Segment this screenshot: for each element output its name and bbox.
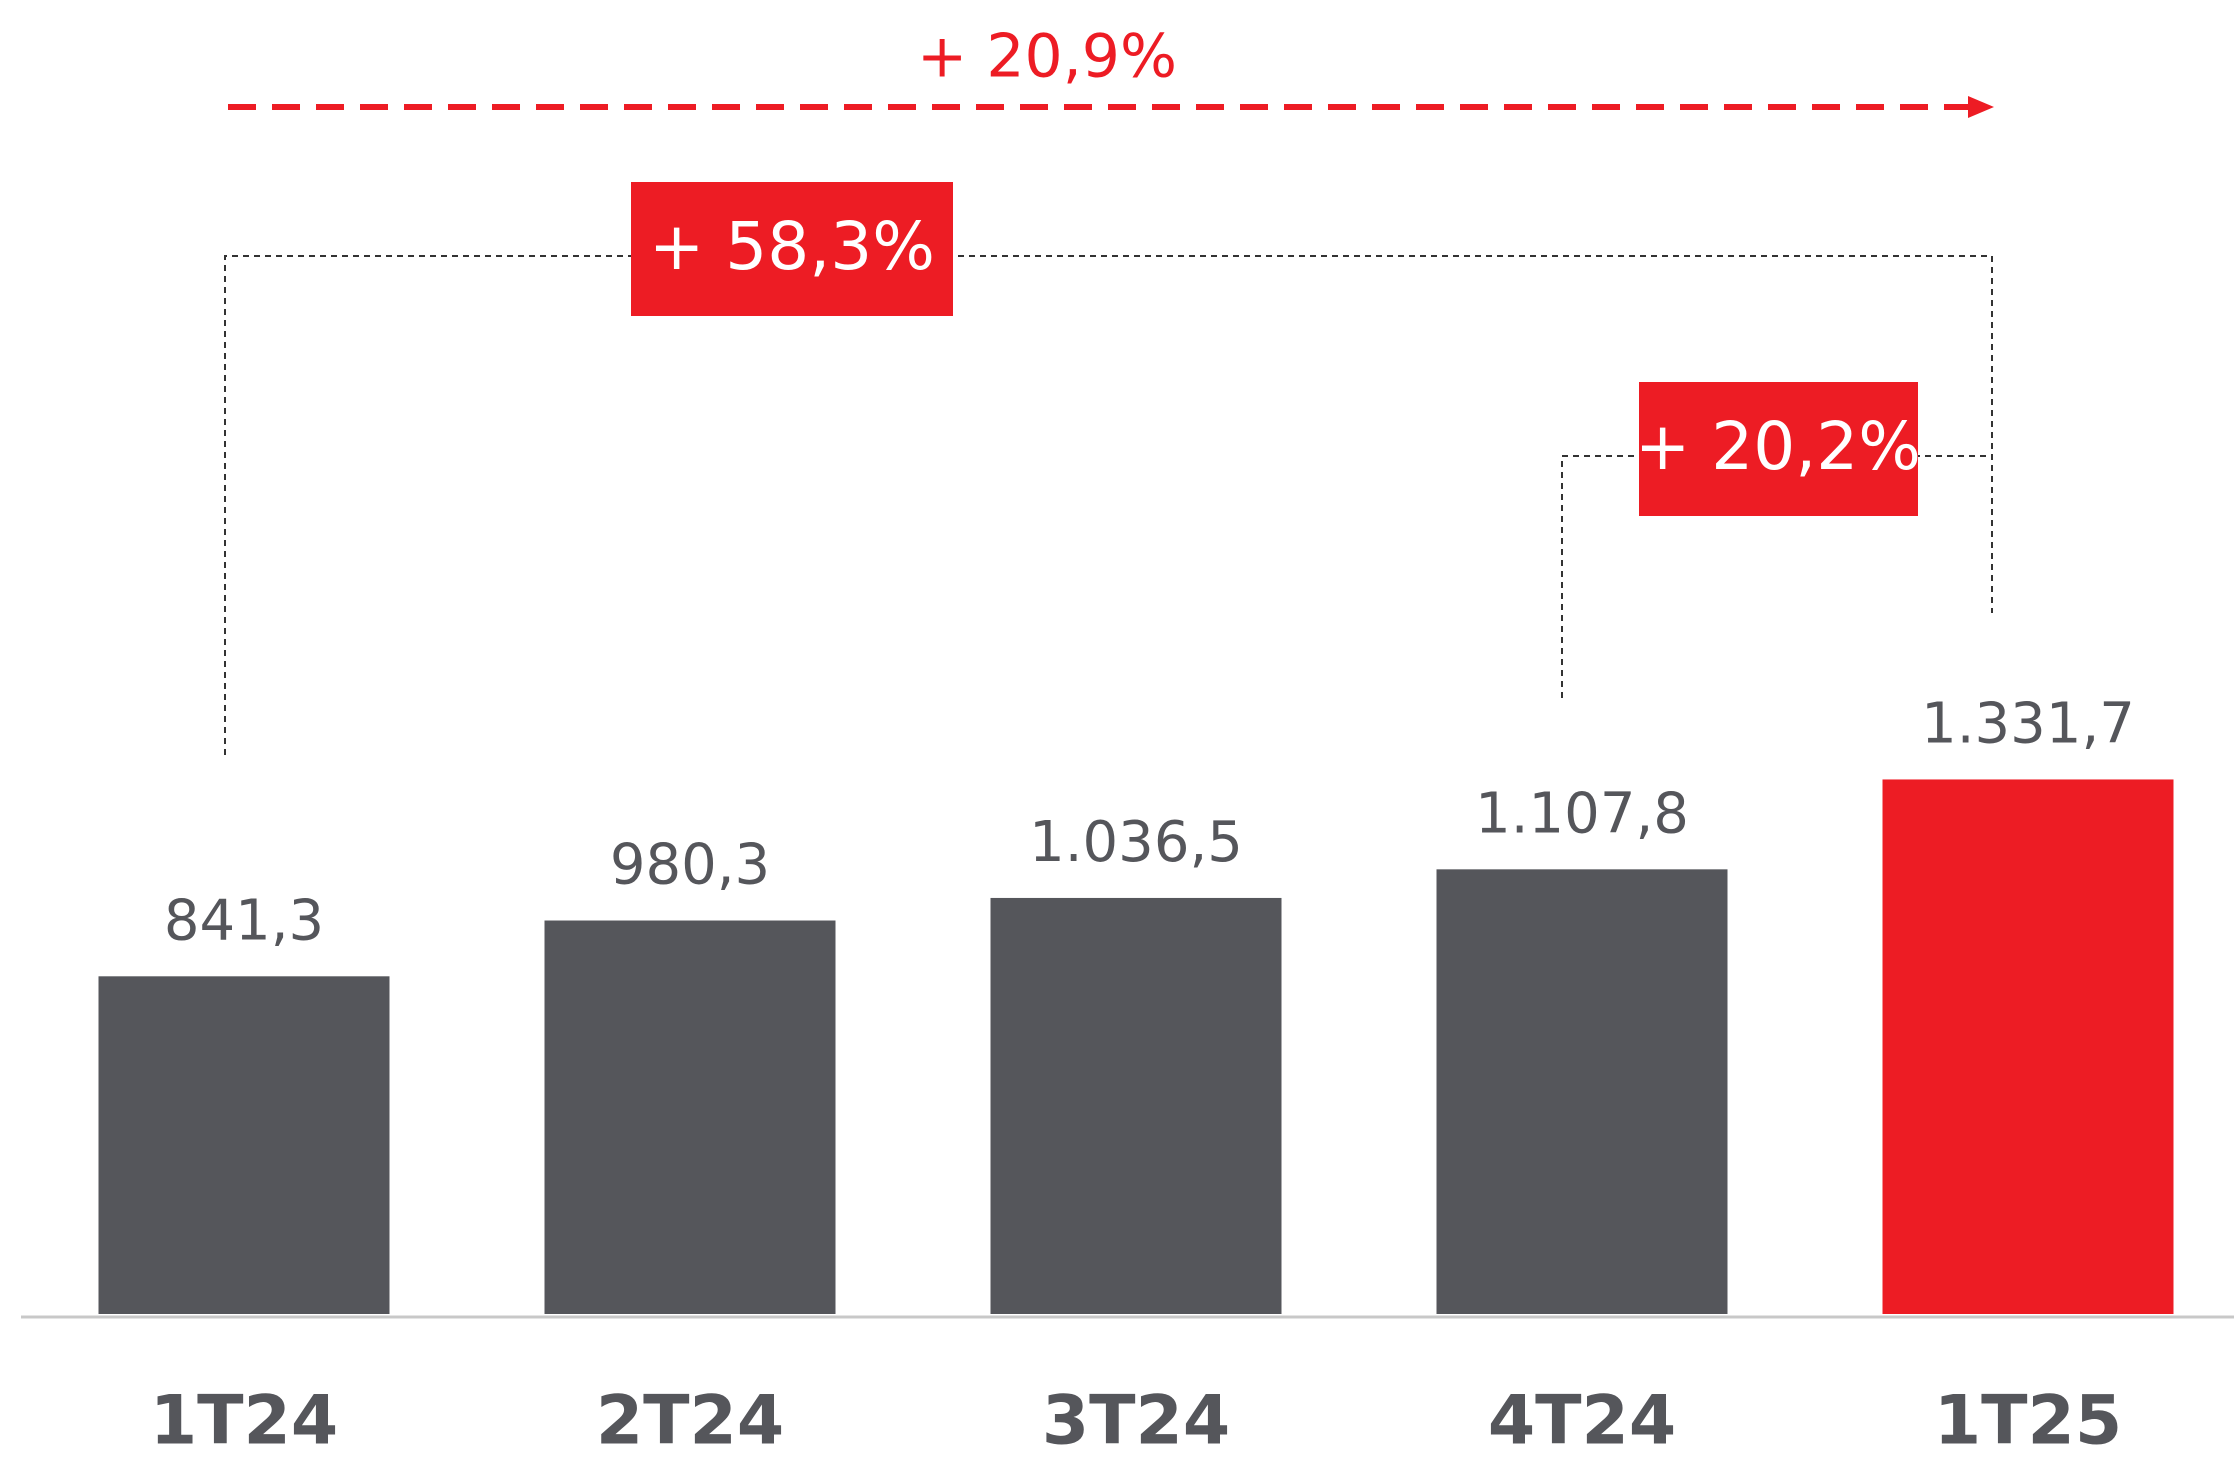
value-label: 1.107,8 — [1475, 781, 1689, 846]
x-tick-label: 1T25 — [1934, 1382, 2122, 1460]
bracket — [224, 255, 1993, 755]
annotation: + 58,3% — [649, 208, 935, 285]
value-label: 841,3 — [164, 888, 324, 953]
x-tick-label: 4T24 — [1488, 1382, 1676, 1460]
x-tick-label: 3T24 — [1042, 1382, 1230, 1460]
annotation-box — [1639, 382, 1918, 516]
bar — [1882, 779, 2174, 1314]
bar — [544, 920, 836, 1314]
value-label: 1.331,7 — [1921, 692, 2135, 757]
value-label: 980,3 — [610, 833, 770, 898]
x-tick-label: 2T24 — [596, 1382, 784, 1460]
annotation: + 20,9% — [917, 22, 1177, 92]
annotation: + 20,2% — [1635, 408, 1921, 485]
bar — [98, 976, 390, 1314]
annotation-box — [631, 182, 953, 316]
arrow-head — [1968, 96, 1994, 118]
x-tick-label: 1T24 — [150, 1382, 338, 1460]
bar — [1436, 869, 1728, 1314]
bar — [990, 897, 1282, 1314]
value-label: 1.036,5 — [1029, 810, 1243, 875]
